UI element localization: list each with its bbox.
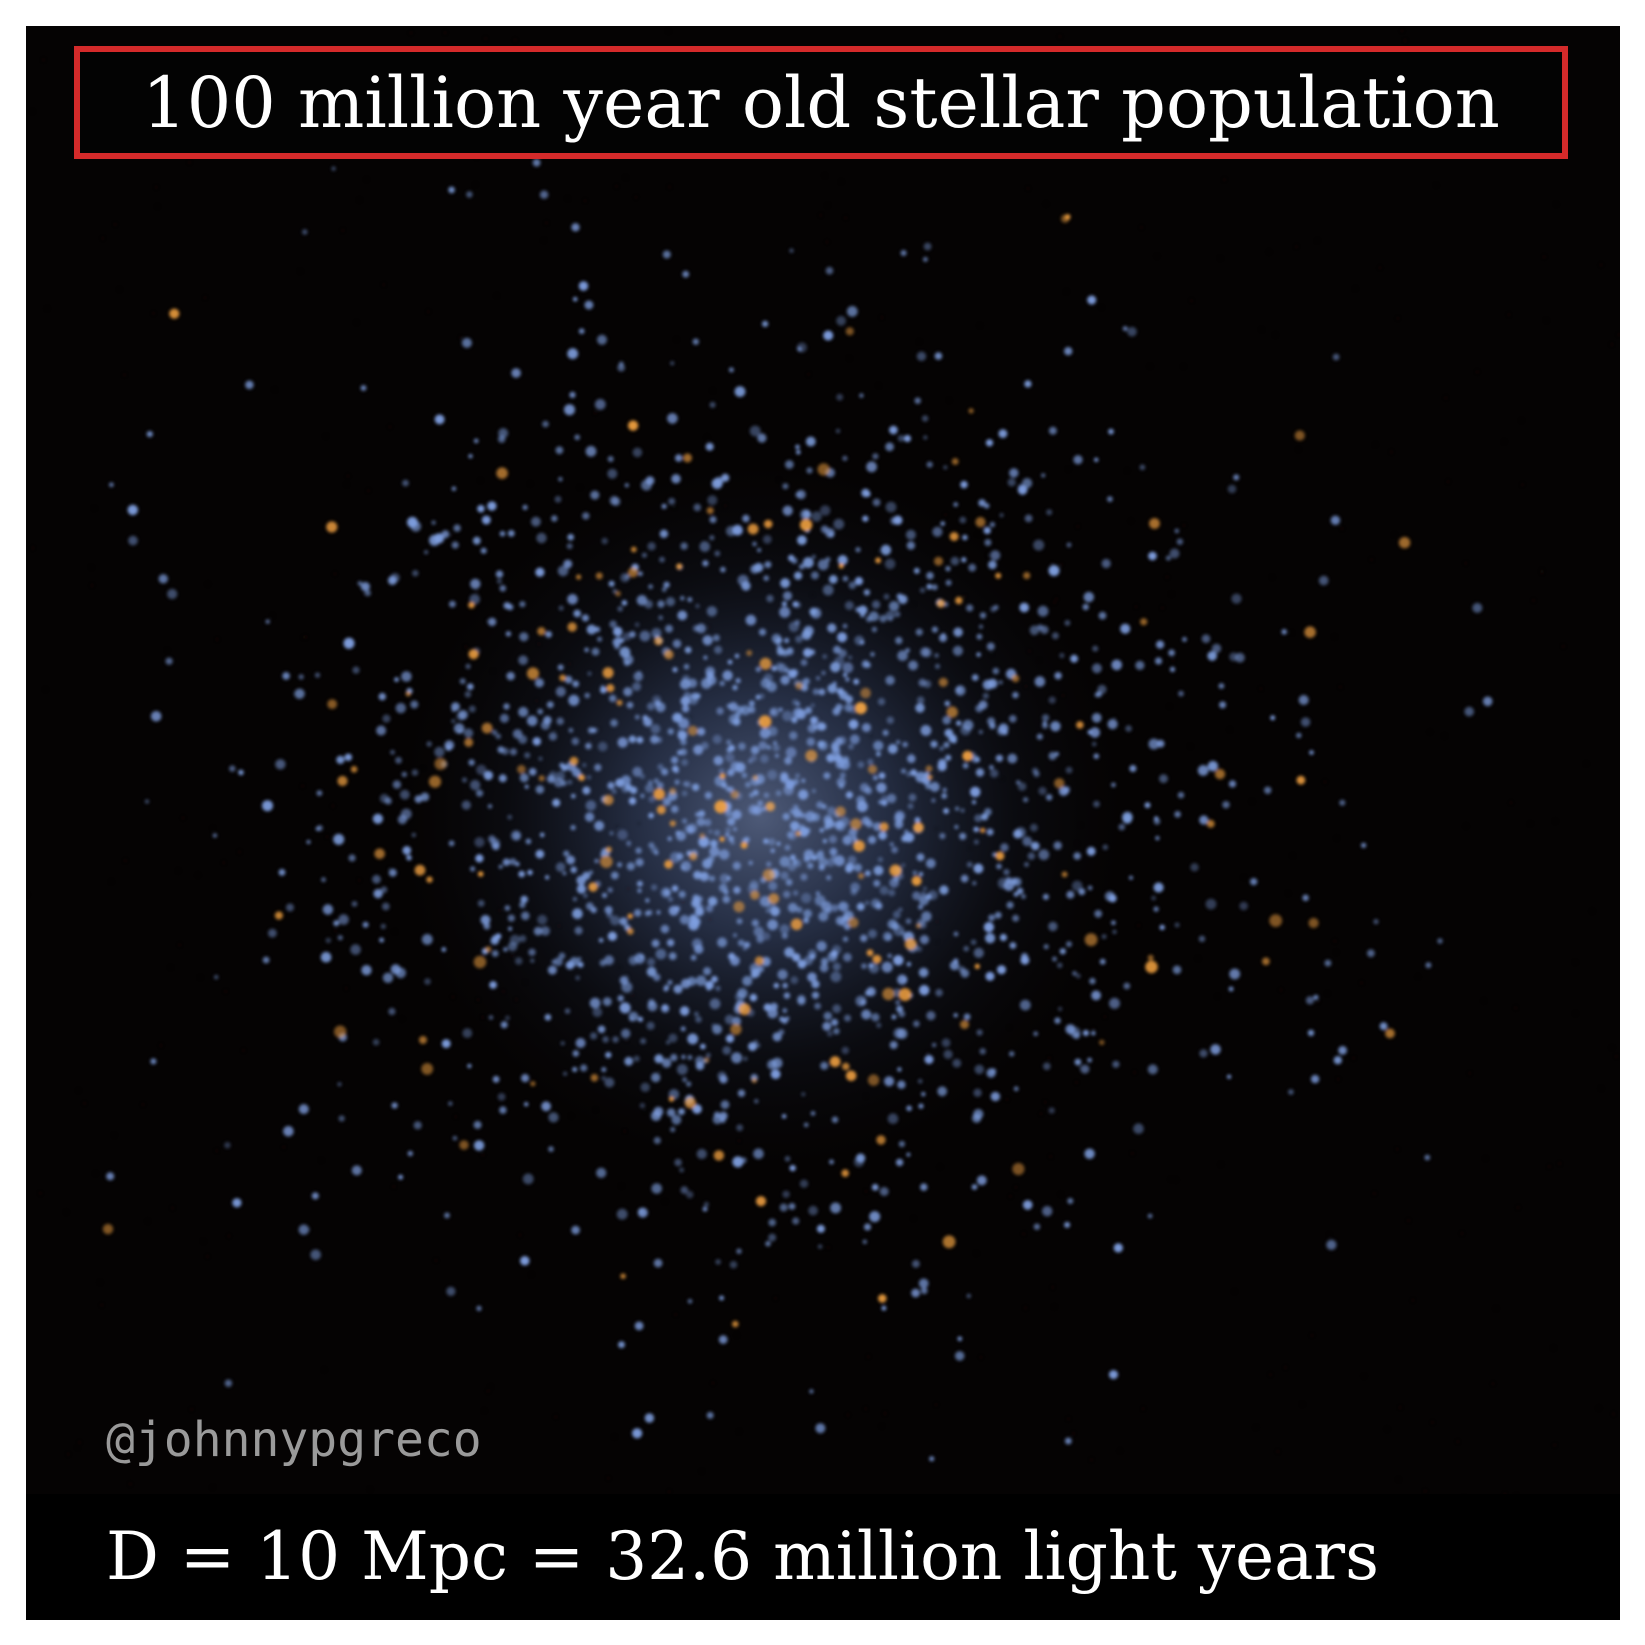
credit-watermark: @johnnypgreco [106, 1412, 482, 1468]
star-points [26, 29, 1620, 1620]
title-box: 100 million year old stellar population [74, 46, 1568, 159]
star-cluster-image [26, 29, 1620, 1620]
image-frame: 100 million year old stellar population … [26, 26, 1620, 1620]
distance-caption-bar: D = 10 Mpc = 32.6 million light years [26, 1494, 1620, 1620]
distance-caption: D = 10 Mpc = 32.6 million light years [106, 1518, 1379, 1595]
image-title: 100 million year old stellar population [142, 61, 1500, 144]
